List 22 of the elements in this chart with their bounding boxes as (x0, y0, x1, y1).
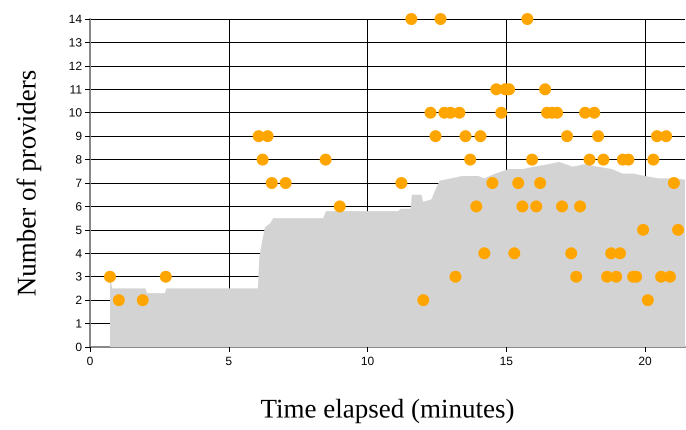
y-tick-label: 5 (75, 222, 82, 237)
y-tick-label: 10 (68, 106, 82, 120)
y-tick-label: 3 (75, 270, 82, 284)
y-axis-title: Number of providers (12, 70, 42, 296)
x-tick-label: 0 (86, 354, 94, 368)
x-tick-label: 5 (225, 354, 232, 368)
y-tick-label: 9 (75, 129, 82, 144)
y-tick-label: 2 (75, 293, 82, 308)
y-tick-label: 1 (75, 316, 82, 331)
y-tick-label: 13 (68, 35, 82, 50)
y-tick-label: 8 (75, 152, 82, 167)
y-tick-label: 0 (75, 340, 82, 354)
x-tick-label: 20 (638, 354, 652, 368)
y-tick-label: 12 (68, 58, 82, 73)
y-tick-label: 11 (70, 82, 82, 96)
y-tick-label: 6 (75, 199, 82, 214)
x-tick-label: 10 (360, 354, 375, 368)
x-tick-label: 15 (500, 354, 514, 368)
y-tick-label: 14 (68, 12, 82, 26)
x-axis-title: Time elapsed (minutes) (260, 394, 514, 424)
y-tick-label: 7 (75, 176, 82, 190)
y-tick-label: 4 (75, 246, 82, 260)
